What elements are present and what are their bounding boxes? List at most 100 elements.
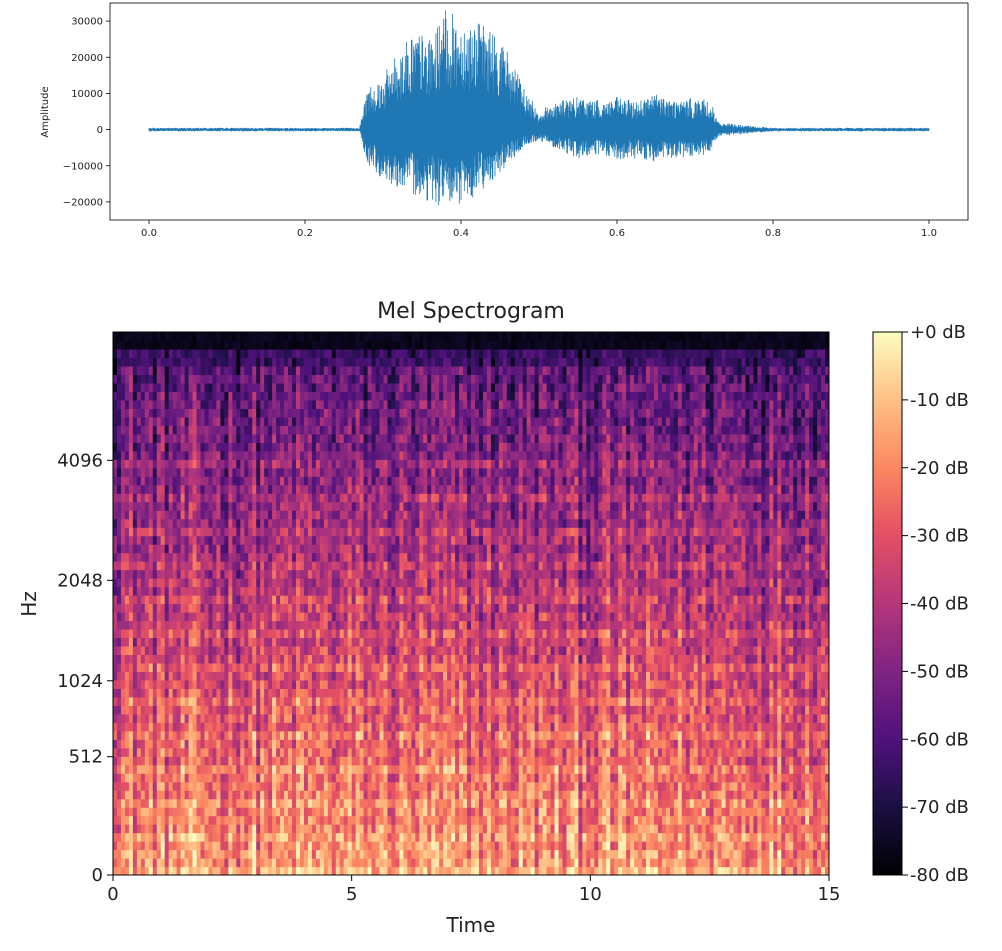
spectrogram-cell [208,730,214,740]
spectrogram-cell [574,781,579,791]
spectrogram-cell [113,790,118,800]
spectrogram-cell [825,764,829,774]
spectrogram-cell [280,832,285,842]
spectrogram-cell [578,713,583,723]
spectrogram-cell [602,705,607,715]
spectrogram-cell [307,739,313,749]
spectrogram-cell [777,679,782,689]
spectrogram-cell [443,790,448,800]
spectrogram-cell [216,841,221,851]
spectrogram-cell [594,679,599,689]
spectrogram-cell [415,747,420,757]
spectrogram-cell [196,688,202,698]
spectrogram-cell [295,739,301,749]
spectrogram-cell [506,705,512,715]
spectrogram-cell [463,739,468,749]
spectrogram-cell [646,815,651,825]
spectrogram-cell [805,807,810,817]
spectrogram-cell [387,671,393,681]
spectrogram-cell [323,756,329,766]
spectrogram-cell [825,798,829,808]
spectrogram-cell [586,654,591,664]
spectrogram-cell [471,807,476,817]
spectrogram-cell [574,705,579,715]
spectrogram-cell [188,824,194,834]
spectrogram-cell [697,730,703,740]
spectrogram-cell [431,866,436,875]
spectrogram-cell [781,841,786,851]
spectrogram-cell [534,654,540,664]
spectrogram-cell [355,866,361,875]
spectrogram-cell [733,696,739,706]
spectrogram-cell [590,713,595,723]
spectrogram-cell [777,747,782,757]
spectrogram-cell [196,671,202,681]
spectrogram-cell [124,637,130,647]
spectrogram-cell [228,747,233,757]
spectrogram-cell [494,866,500,875]
spectrogram-cell [769,730,774,740]
spectrogram-cell [236,662,241,672]
spectrogram-cell [160,696,166,706]
spectrogram-cell [602,671,607,681]
spectrogram-cell [447,654,452,664]
spectrogram-cell [284,722,289,732]
spectrogram-cell [574,696,579,706]
spectrogram-cell [244,739,249,749]
spectrogram-cell [156,671,162,681]
spectrogram-cell [371,696,377,706]
spectrogram-cell [570,790,576,800]
spectrogram-cell [244,781,249,791]
spectrogram-cell [773,730,778,740]
spectrogram-cell [689,773,695,783]
spectrogram-cell [821,747,826,757]
spectrogram-cell [805,798,810,808]
spectrogram-cell [653,730,659,740]
spectrogram-cell [729,798,735,808]
spectrogram-cell [590,866,595,875]
spectrogram-cell [232,790,237,800]
spectrogram-cell [478,688,484,698]
spectrogram-cell [463,841,468,851]
spectrogram-cell [216,781,221,791]
spectrogram-cell [128,764,134,774]
spectrogram-cell [630,773,635,783]
spectrogram-cell [653,722,659,732]
spectrogram-cell [558,858,564,868]
spectrogram-cell [463,849,468,859]
spectrogram-cell [455,858,460,868]
spectrogram-cell [594,858,599,868]
spectrogram-cell [180,781,186,791]
spectrogram-cell [152,696,158,706]
spectrogram-cell [415,832,420,842]
spectrogram-cell [582,739,587,749]
spectrogram-cell [554,841,560,851]
spectrogram-cell [224,832,229,842]
spectrogram-cell [741,654,747,664]
spectrogram-cell [586,688,591,698]
spectrogram-cell [391,662,397,672]
spectrogram-cell [685,781,691,791]
spectrogram-cell [331,688,337,698]
spectrogram-cell [665,696,671,706]
spectrogram-cell [403,849,408,859]
spectrogram-cell [661,807,667,817]
spectrogram-cell [705,679,711,689]
spectrogram-cell [626,679,631,689]
spectrogram-cell [717,671,723,681]
spectrogram-cell [272,815,277,825]
spectrogram-cell [160,654,166,664]
spectrogram-cell [439,832,444,842]
spectrogram-cell [713,713,719,723]
spectrogram-cell [288,747,293,757]
spectrogram-cell [140,696,146,706]
spectrogram-cell [407,773,412,783]
spectrogram-cell [284,671,289,681]
spectrogram-cell [486,645,492,655]
spectrogram-cell [168,858,174,868]
spectrogram-cell [299,671,305,681]
spectrogram-cell [737,764,743,774]
spectrogram-cell [292,849,297,859]
spectrogram-cell [411,747,416,757]
spectrogram-cell [482,764,488,774]
